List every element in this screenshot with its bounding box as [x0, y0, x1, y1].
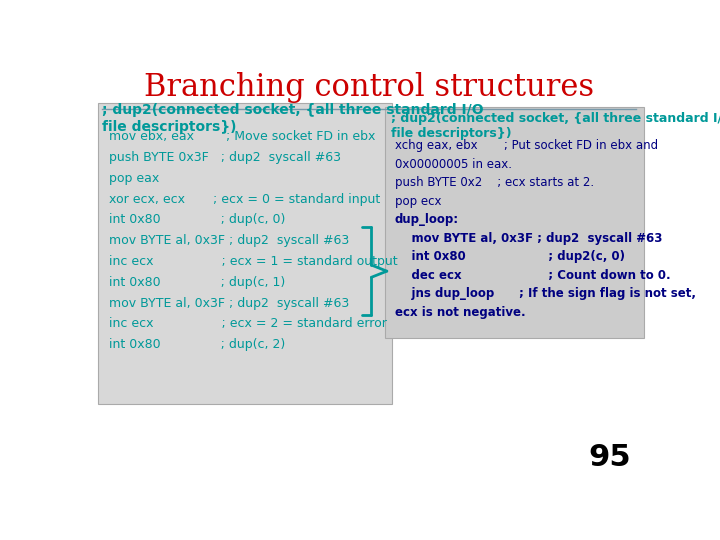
Text: ; dup2(connected socket, {all three standard I/O
file descriptors}): ; dup2(connected socket, {all three stan…: [391, 112, 720, 140]
Text: int 0x80                    ; dup2(c, 0): int 0x80 ; dup2(c, 0): [395, 251, 624, 264]
Text: mov BYTE al, 0x3F ; dup2  syscall #63: mov BYTE al, 0x3F ; dup2 syscall #63: [109, 296, 350, 309]
Text: 0x00000005 in eax.: 0x00000005 in eax.: [395, 158, 512, 171]
Text: pop ecx: pop ecx: [395, 195, 441, 208]
Text: push BYTE 0x2    ; ecx starts at 2.: push BYTE 0x2 ; ecx starts at 2.: [395, 177, 594, 190]
Text: xchg eax, ebx       ; Put socket FD in ebx and: xchg eax, ebx ; Put socket FD in ebx and: [395, 139, 657, 152]
Text: ecx is not negative.: ecx is not negative.: [395, 306, 525, 319]
Text: inc ecx                 ; ecx = 2 = standard error: inc ecx ; ecx = 2 = standard error: [109, 318, 387, 330]
Text: int 0x80               ; dup(c, 0): int 0x80 ; dup(c, 0): [109, 213, 286, 226]
FancyBboxPatch shape: [384, 107, 644, 338]
Text: int 0x80               ; dup(c, 1): int 0x80 ; dup(c, 1): [109, 276, 286, 289]
Text: mov BYTE al, 0x3F ; dup2  syscall #63: mov BYTE al, 0x3F ; dup2 syscall #63: [395, 232, 662, 245]
Text: 95: 95: [588, 443, 631, 472]
Text: mov BYTE al, 0x3F ; dup2  syscall #63: mov BYTE al, 0x3F ; dup2 syscall #63: [109, 234, 350, 247]
Text: dup_loop:: dup_loop:: [395, 213, 459, 226]
Text: inc ecx                 ; ecx = 1 = standard output: inc ecx ; ecx = 1 = standard output: [109, 255, 398, 268]
FancyBboxPatch shape: [98, 103, 392, 403]
Text: pop eax: pop eax: [109, 172, 160, 185]
Text: jns dup_loop      ; If the sign flag is not set,: jns dup_loop ; If the sign flag is not s…: [395, 287, 696, 300]
Text: xor ecx, ecx       ; ecx = 0 = standard input: xor ecx, ecx ; ecx = 0 = standard input: [109, 193, 381, 206]
Text: mov ebx, eax        ; Move socket FD in ebx: mov ebx, eax ; Move socket FD in ebx: [109, 130, 376, 143]
Text: Branching control structures: Branching control structures: [144, 72, 594, 103]
Text: int 0x80               ; dup(c, 2): int 0x80 ; dup(c, 2): [109, 338, 286, 351]
Text: dec ecx                     ; Count down to 0.: dec ecx ; Count down to 0.: [395, 269, 670, 282]
Text: push BYTE 0x3F   ; dup2  syscall #63: push BYTE 0x3F ; dup2 syscall #63: [109, 151, 341, 164]
Text: ; dup2(connected socket, {all three standard I/O
file descriptors}): ; dup2(connected socket, {all three stan…: [102, 103, 483, 133]
